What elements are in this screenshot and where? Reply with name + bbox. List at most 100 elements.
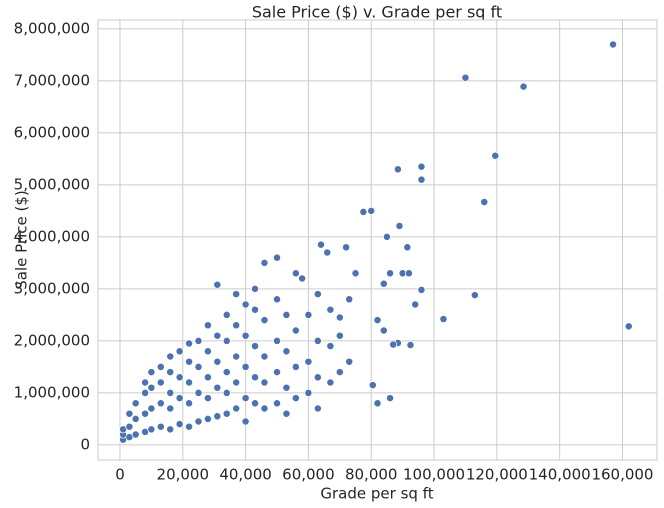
point — [213, 412, 222, 421]
point — [373, 316, 382, 325]
point — [147, 425, 156, 434]
point — [273, 368, 281, 377]
point — [609, 40, 617, 49]
y-tick-label: 3,000,000 — [14, 279, 90, 297]
point — [313, 336, 322, 345]
point — [213, 280, 222, 289]
point — [386, 394, 395, 403]
x-tick-label: 20,000 — [157, 466, 210, 484]
point — [313, 290, 322, 299]
point — [213, 331, 222, 340]
point — [147, 383, 156, 392]
point — [232, 290, 241, 299]
y-tick-label: 2,000,000 — [14, 331, 90, 349]
point — [335, 313, 344, 322]
point — [282, 310, 291, 319]
point — [403, 243, 412, 252]
point — [203, 373, 212, 382]
point — [379, 326, 388, 335]
y-tick-label: 6,000,000 — [14, 123, 90, 141]
point — [323, 248, 332, 257]
point — [298, 274, 307, 283]
point — [461, 73, 470, 82]
point — [166, 404, 175, 413]
point — [342, 243, 351, 252]
point — [185, 399, 194, 408]
point — [345, 357, 354, 366]
point — [368, 381, 377, 390]
point — [175, 420, 184, 429]
point — [141, 409, 150, 418]
point — [232, 321, 241, 330]
y-axis-label: Sale Price ($) — [13, 190, 31, 290]
point — [411, 300, 420, 309]
point — [260, 352, 269, 361]
point — [241, 331, 250, 340]
point — [222, 310, 231, 319]
plot-area — [97, 19, 658, 461]
point — [203, 321, 212, 330]
y-tick-label: 8,000,000 — [14, 19, 90, 37]
point — [260, 258, 269, 267]
point — [291, 269, 300, 278]
y-tick-label: 5,000,000 — [14, 175, 90, 193]
point — [439, 315, 448, 324]
point — [131, 414, 140, 423]
point — [213, 357, 222, 366]
point — [404, 269, 413, 278]
point — [147, 404, 156, 413]
point — [326, 342, 335, 351]
point — [156, 362, 165, 371]
point — [260, 404, 269, 413]
point — [185, 339, 194, 348]
point — [395, 222, 404, 230]
point — [367, 206, 376, 215]
x-tick-label: 120,000 — [466, 466, 528, 484]
point — [222, 336, 231, 345]
x-tick-label: 60,000 — [282, 466, 335, 484]
point — [273, 399, 281, 408]
point — [326, 305, 335, 314]
x-tick-label: 140,000 — [529, 466, 591, 484]
y-tick-label: 0 — [80, 435, 90, 453]
point — [282, 409, 291, 418]
point — [166, 352, 175, 361]
point — [131, 399, 140, 408]
point — [222, 388, 231, 397]
point — [166, 388, 175, 397]
point — [175, 347, 184, 356]
point — [335, 331, 344, 340]
point — [194, 336, 203, 345]
x-tick-label: 40,000 — [219, 466, 272, 484]
point — [304, 310, 313, 319]
point — [203, 394, 212, 403]
point — [389, 340, 398, 349]
point — [166, 425, 175, 434]
point — [345, 295, 354, 304]
point — [203, 414, 212, 423]
point — [282, 383, 291, 392]
point — [351, 269, 360, 278]
point — [359, 207, 368, 216]
x-tick-label: 100,000 — [403, 466, 465, 484]
point — [304, 388, 313, 397]
point — [417, 285, 426, 294]
point — [491, 151, 500, 160]
chart-title: Sale Price ($) v. Grade per sq ft — [252, 3, 502, 22]
point — [222, 368, 231, 377]
point — [232, 352, 241, 361]
point — [203, 347, 212, 356]
point — [282, 347, 291, 356]
point — [194, 417, 203, 426]
point — [417, 175, 426, 184]
point — [260, 378, 269, 387]
point — [470, 291, 479, 300]
point — [222, 409, 231, 418]
point — [386, 269, 395, 278]
point — [273, 336, 281, 345]
point — [480, 198, 489, 206]
point — [232, 404, 241, 413]
point — [291, 394, 300, 403]
point — [241, 300, 250, 309]
point — [194, 362, 203, 371]
